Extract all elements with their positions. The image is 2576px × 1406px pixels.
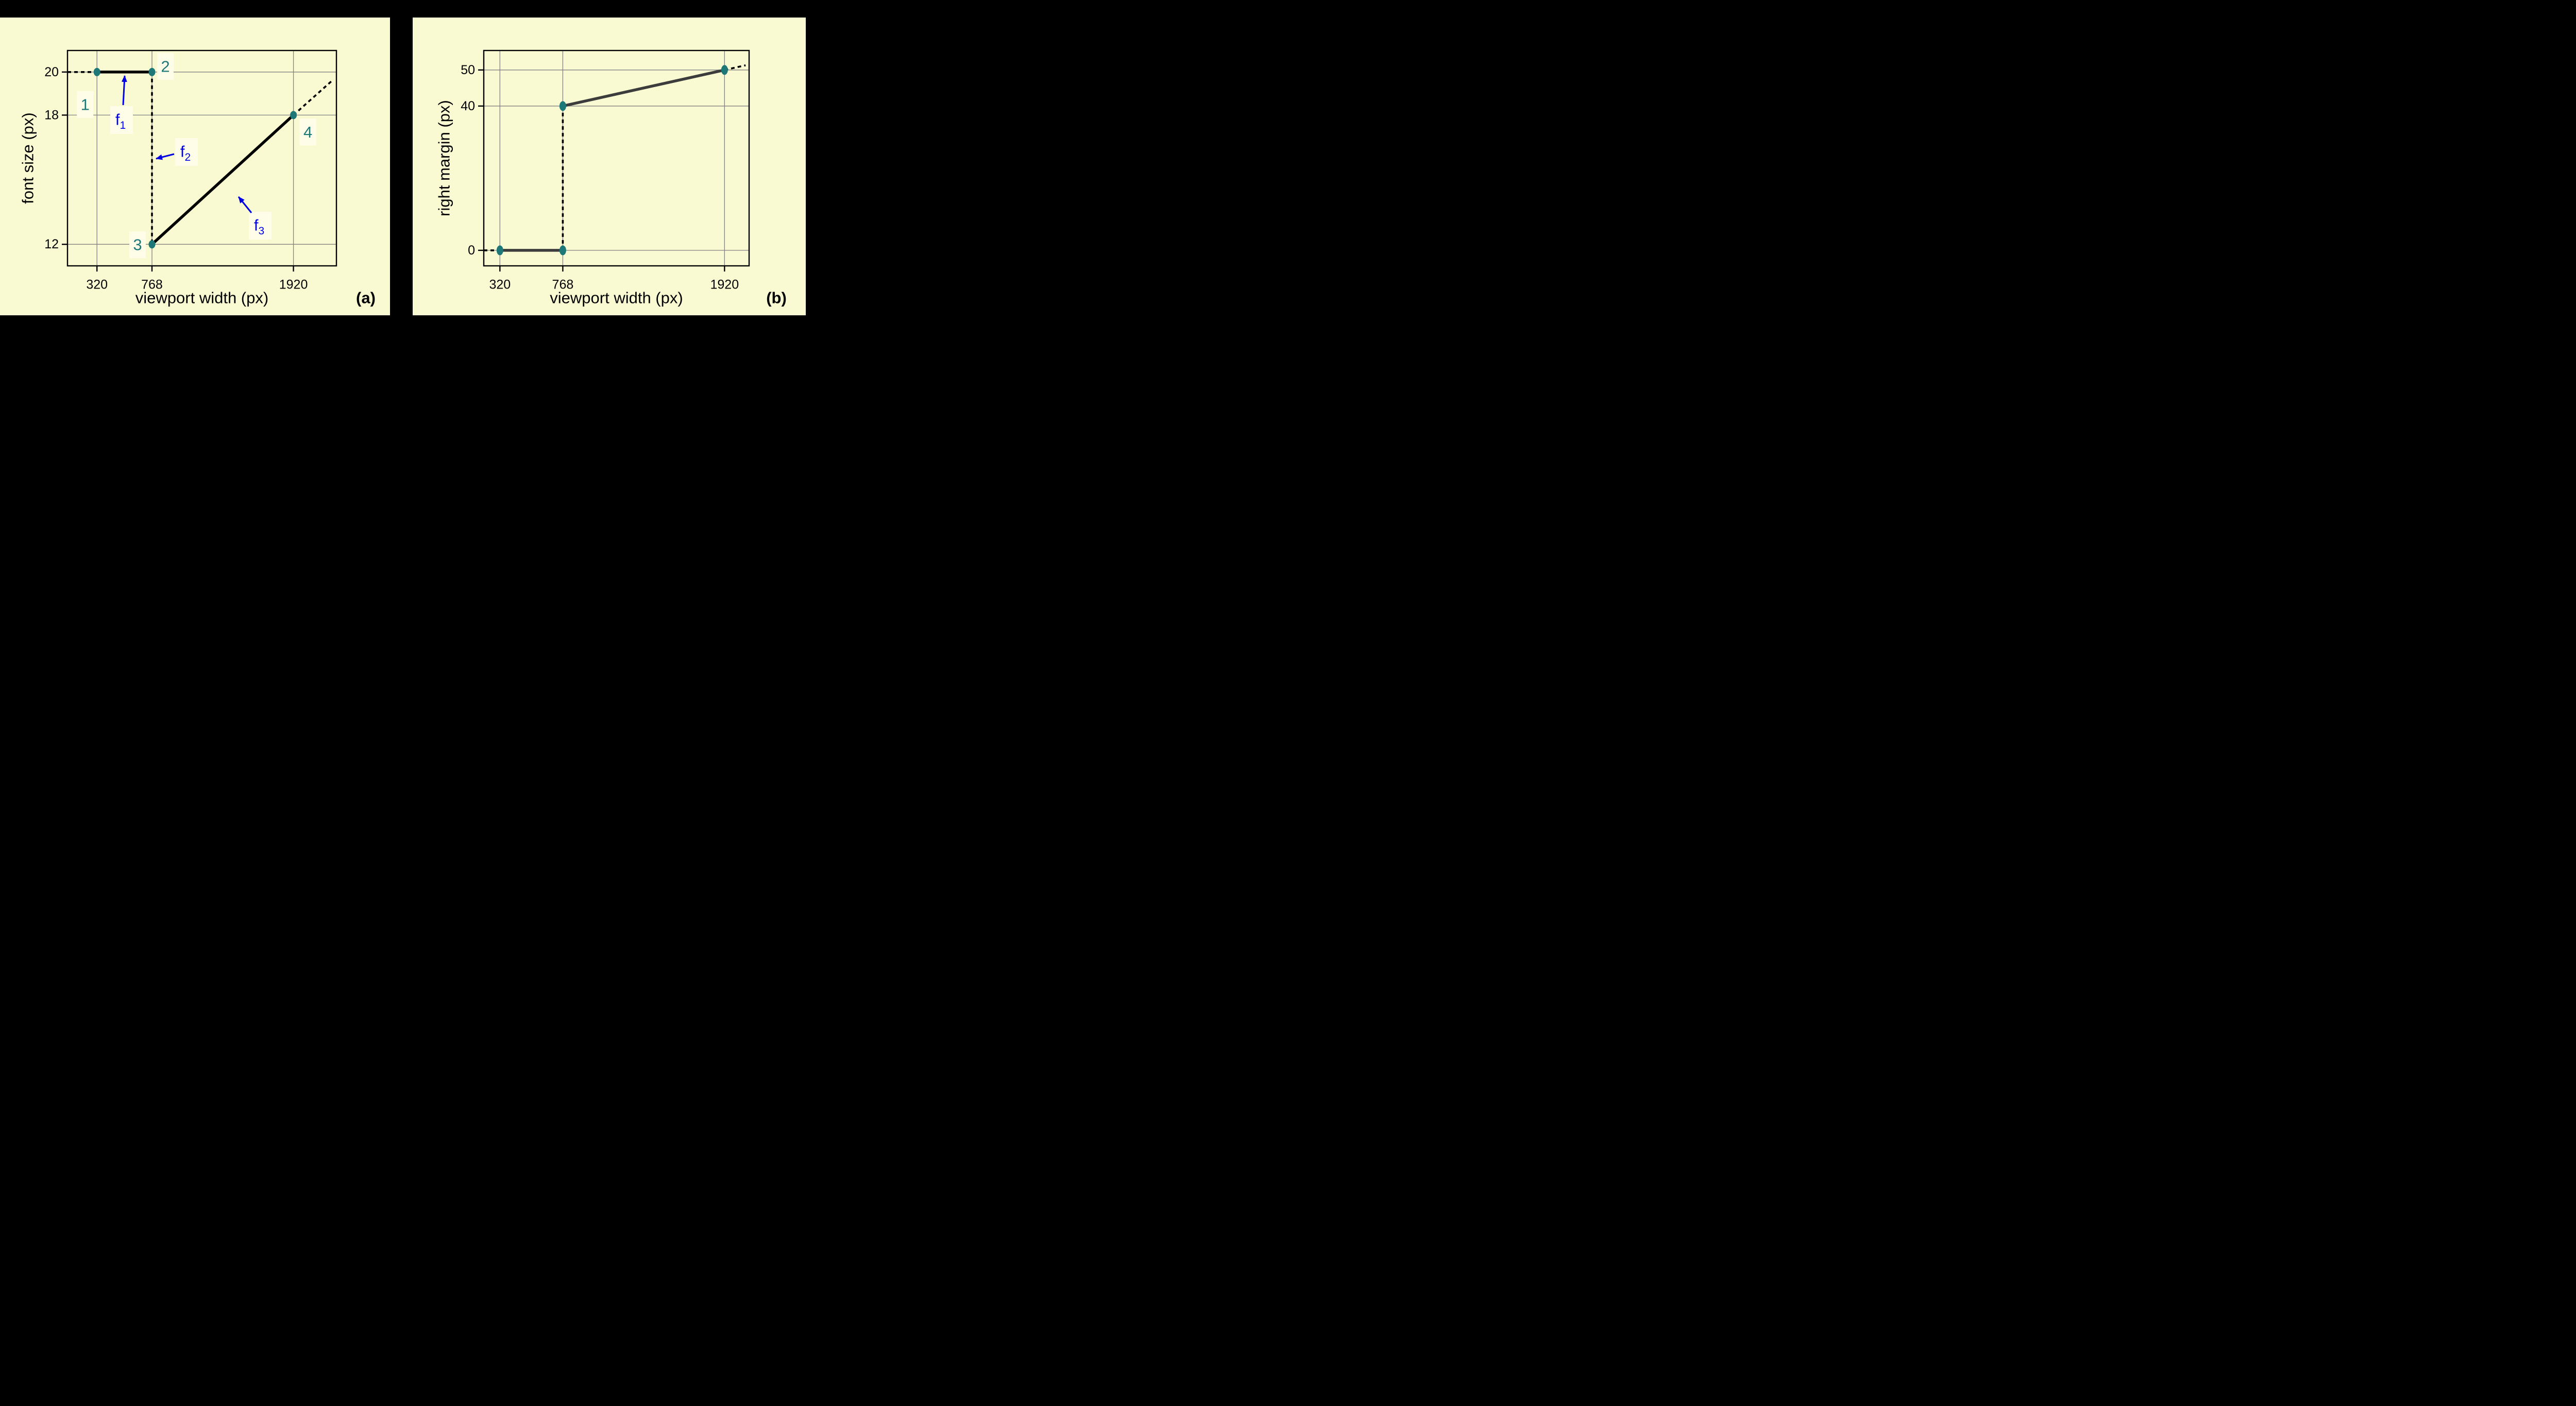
data-point: [93, 67, 100, 76]
y-tick-label: 50: [461, 63, 475, 77]
function-arrow: [156, 153, 175, 160]
y-tick-label: 12: [44, 237, 59, 251]
function-arrow: [238, 196, 252, 213]
figure-canvas: 320 768 1920 20 18 12 1 2 3 4 f1 f2 f3 viewport width…: [0, 0, 808, 331]
y-tick-label: 40: [461, 99, 475, 113]
x-tick-label: 1920: [710, 278, 739, 292]
point-number-label: 4: [303, 123, 312, 141]
function-label-backdrop: [110, 106, 133, 134]
data-point: [148, 240, 156, 249]
data-point: [290, 111, 297, 120]
x-tick-label: 768: [552, 278, 574, 292]
x-tick-label: 768: [141, 278, 163, 292]
function-label-backdrop: [249, 212, 272, 240]
point-label-backdrop: [77, 91, 94, 118]
y-tick-label: 18: [44, 108, 59, 122]
y-tick-label: 20: [44, 65, 59, 79]
data-point: [559, 101, 566, 111]
plot-frame: [483, 49, 750, 267]
x-tick-label: 320: [86, 278, 108, 292]
function-label-backdrop: [175, 138, 198, 166]
y-tick-label: 0: [468, 243, 475, 258]
function-label-subscript: 3: [258, 225, 264, 237]
function-label-subscript: 1: [120, 120, 126, 131]
data-point: [559, 245, 566, 256]
point-number-label: 1: [81, 95, 90, 113]
point-number-label: 2: [161, 57, 170, 75]
x-axis-label: viewport width (px): [550, 289, 683, 307]
data-segment-dashed: [724, 64, 746, 71]
y-axis-label: right margin (px): [435, 100, 453, 216]
data-segment-dashed: [293, 80, 333, 116]
x-tick-label: 320: [489, 278, 511, 292]
panel-caption: (a): [356, 289, 376, 307]
plot-frame: [66, 49, 337, 267]
point-label-backdrop: [299, 118, 316, 146]
data-segment-solid: [151, 114, 295, 246]
x-axis-label: viewport width (px): [135, 289, 268, 307]
y-axis-label: font size (px): [19, 112, 37, 204]
function-arrow: [121, 75, 127, 106]
chart-svg-b: 320 768 1920 50 40 0 viewport width (px) right …: [435, 49, 787, 307]
panel-b: 320 768 1920 50 40 0 viewport width (px) right …: [413, 18, 806, 315]
x-tick-label: 1920: [279, 278, 308, 292]
panel-a: 320 768 1920 20 18 12 1 2 3 4 f1 f2 f3 viewport width…: [0, 18, 390, 315]
data-segment-solid: [562, 69, 725, 108]
function-label-subscript: 2: [184, 151, 191, 163]
data-point: [721, 65, 728, 75]
data-point: [496, 245, 503, 256]
data-point: [148, 67, 156, 76]
point-number-label: 3: [133, 236, 142, 254]
point-label-backdrop: [157, 53, 174, 80]
point-label-backdrop: [129, 231, 146, 259]
panel-caption: (b): [766, 289, 787, 307]
